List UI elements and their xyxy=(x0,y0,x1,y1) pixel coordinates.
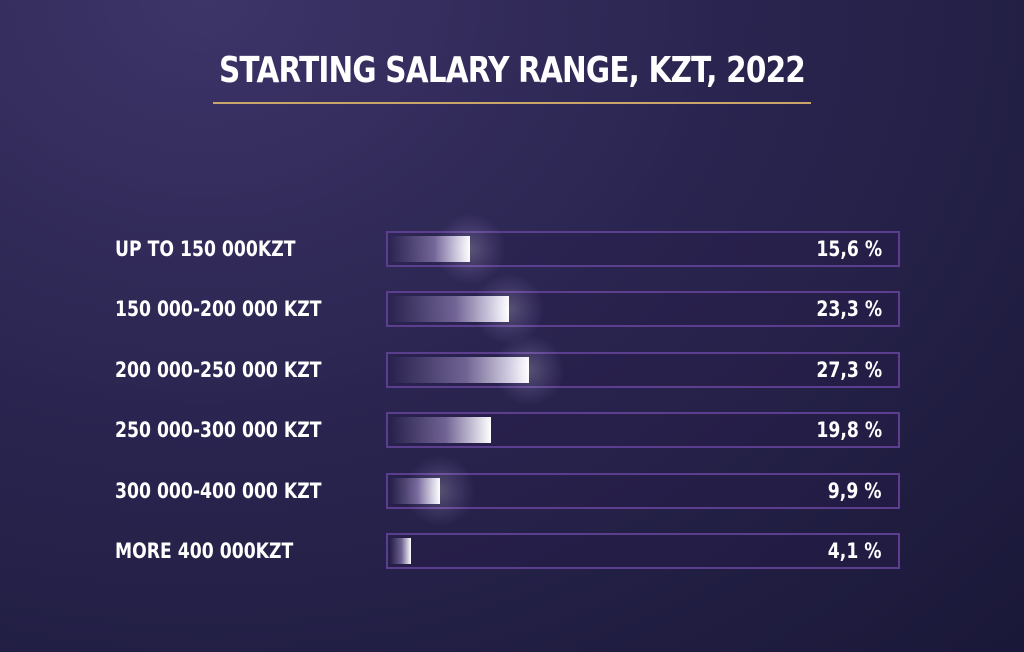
bar-track: 23,3 % xyxy=(386,274,900,344)
bar xyxy=(390,538,411,564)
bar xyxy=(390,417,491,443)
category-label: 150 000-200 000 KZT xyxy=(115,297,322,321)
bar-track: 4,1 % xyxy=(386,533,900,569)
category-label: 200 000-250 000 KZT xyxy=(115,358,322,382)
category-label: UP TO 150 000KZT xyxy=(115,237,296,261)
value-label: 15,6 % xyxy=(816,237,882,261)
bar xyxy=(390,296,509,322)
value-label: 4,1 % xyxy=(828,539,882,563)
title-underline xyxy=(213,102,811,104)
value-label: 19,8 % xyxy=(816,418,882,442)
value-label: 9,9 % xyxy=(828,479,882,503)
bar-track: 19,8 % xyxy=(386,412,900,448)
bar xyxy=(390,478,441,504)
bar xyxy=(390,357,530,383)
bar xyxy=(390,236,470,262)
value-label: 23,3 % xyxy=(816,297,882,321)
value-label: 27,3 % xyxy=(816,358,882,382)
category-label: 300 000-400 000 KZT xyxy=(115,479,322,503)
category-label: 250 000-300 000 KZT xyxy=(115,418,322,442)
bar-track: 9,9 % xyxy=(386,456,900,526)
category-label: MORE 400 000KZT xyxy=(115,539,294,563)
bar-track: 15,6 % xyxy=(386,214,900,284)
chart-title: STARTING SALARY RANGE, KZT, 2022 xyxy=(218,50,806,91)
bar-track: 27,3 % xyxy=(386,335,900,405)
